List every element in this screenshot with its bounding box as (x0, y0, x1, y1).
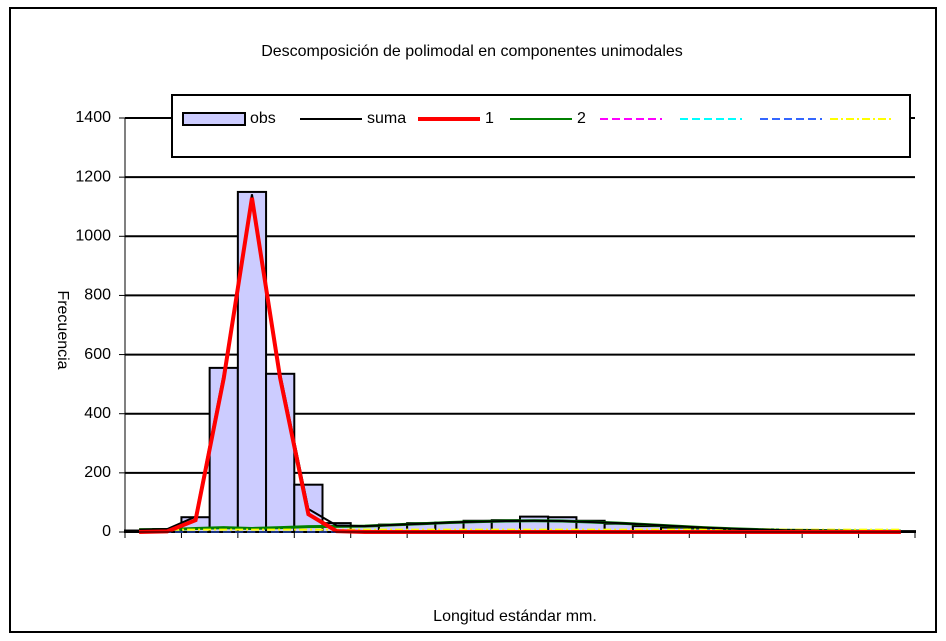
legend-box (171, 94, 911, 158)
legend-label: 2 (577, 110, 586, 127)
y-tick-label: 400 (84, 405, 111, 422)
legend-label: obs (250, 110, 276, 127)
legend-label: suma (367, 110, 406, 127)
legend-swatch (182, 112, 246, 126)
y-tick-label: 0 (102, 523, 111, 540)
y-tick-label: 600 (84, 346, 111, 363)
bar (208, 366, 239, 533)
chart-title: Descomposición de polimodal en component… (261, 43, 683, 60)
y-tick-label: 1400 (75, 109, 111, 126)
y-tick-label: 200 (84, 464, 111, 481)
bar (265, 372, 296, 533)
y-tick-label: 800 (84, 287, 111, 304)
y-axis-label: Frecuencia (54, 290, 71, 369)
y-tick-label: 1000 (75, 228, 111, 245)
x-axis-label: Longitud estándar mm. (433, 608, 597, 625)
y-tick-label: 1200 (75, 168, 111, 185)
legend-label: 1 (485, 110, 494, 127)
bar (236, 190, 268, 534)
